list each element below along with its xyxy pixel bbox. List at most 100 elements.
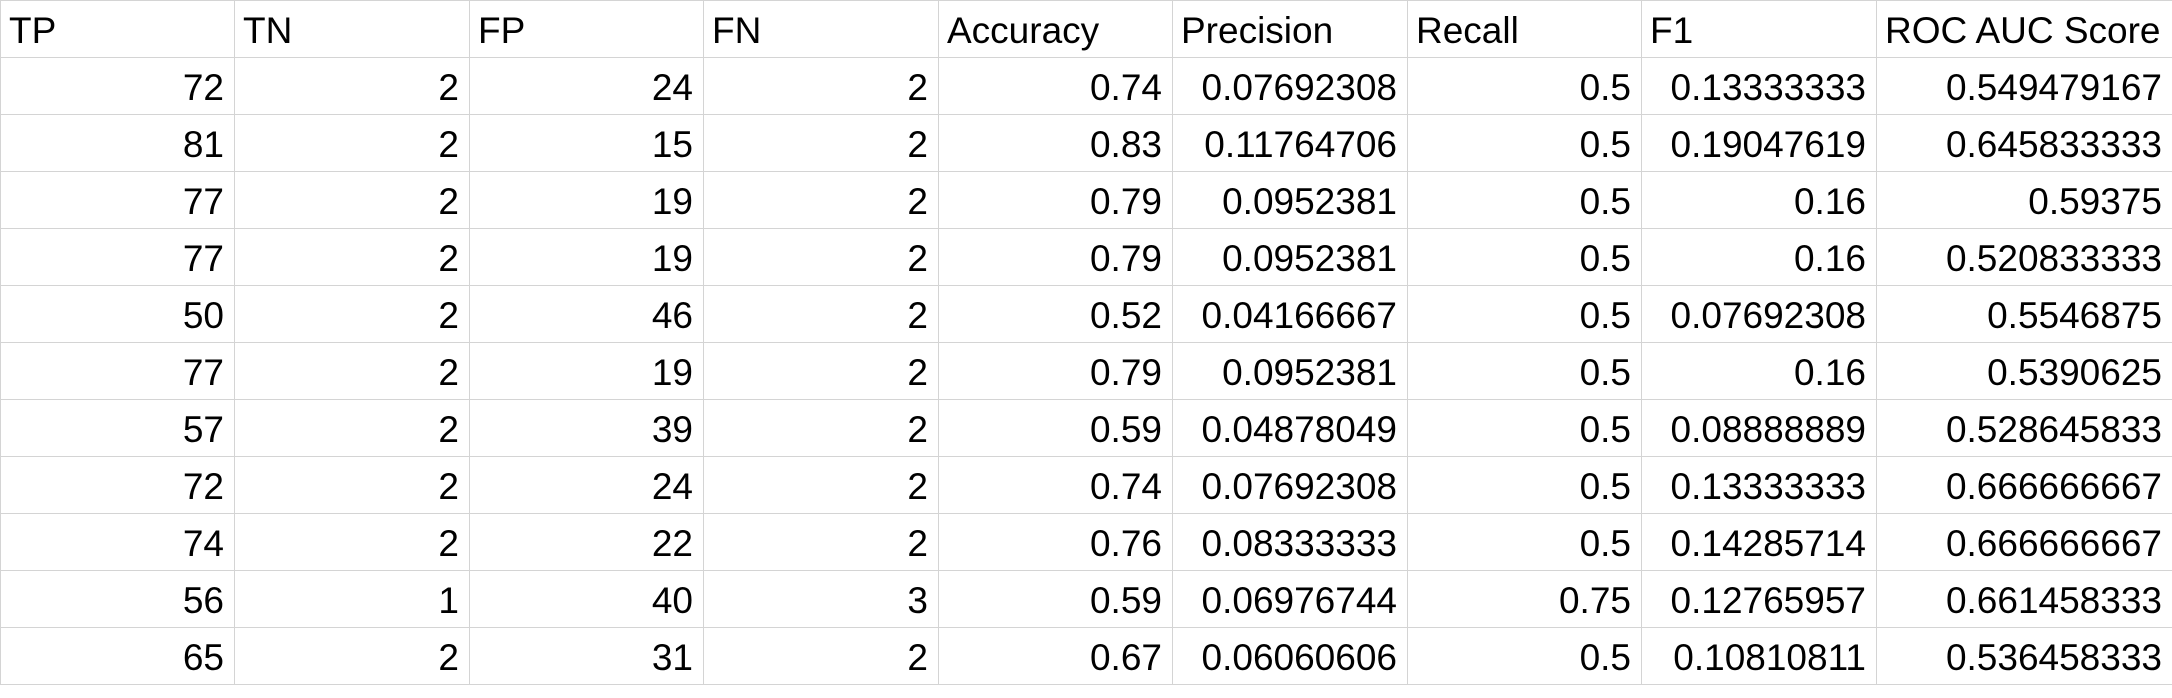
table-cell[interactable]: 72	[0, 57, 235, 115]
table-cell[interactable]: 2	[703, 228, 939, 286]
table-cell[interactable]: 0.08333333	[1172, 513, 1408, 571]
table-cell[interactable]: 65	[0, 627, 235, 685]
table-cell[interactable]: 0.75	[1407, 570, 1642, 628]
table-cell[interactable]: 2	[234, 513, 470, 571]
table-cell[interactable]: 2	[703, 114, 939, 172]
header-cell[interactable]: ROC AUC Score	[1876, 0, 2172, 58]
table-cell[interactable]: 40	[469, 570, 704, 628]
table-cell[interactable]: 0.79	[938, 342, 1173, 400]
table-cell[interactable]: 2	[703, 57, 939, 115]
table-cell[interactable]: 72	[0, 456, 235, 514]
table-cell[interactable]: 0.666666667	[1876, 456, 2172, 514]
table-cell[interactable]: 2	[234, 285, 470, 343]
table-cell[interactable]: 0.07692308	[1641, 285, 1877, 343]
table-cell[interactable]: 0.67	[938, 627, 1173, 685]
header-cell[interactable]: Precision	[1172, 0, 1408, 58]
table-cell[interactable]: 0.5	[1407, 513, 1642, 571]
table-cell[interactable]: 77	[0, 228, 235, 286]
header-cell[interactable]: TP	[0, 0, 235, 58]
table-cell[interactable]: 0.10810811	[1641, 627, 1877, 685]
table-cell[interactable]: 0.14285714	[1641, 513, 1877, 571]
table-cell[interactable]: 15	[469, 114, 704, 172]
table-cell[interactable]: 1	[234, 570, 470, 628]
table-cell[interactable]: 0.5	[1407, 399, 1642, 457]
table-cell[interactable]: 2	[703, 456, 939, 514]
table-cell[interactable]: 74	[0, 513, 235, 571]
table-cell[interactable]: 0.520833333	[1876, 228, 2172, 286]
table-cell[interactable]: 0.04166667	[1172, 285, 1408, 343]
table-cell[interactable]: 19	[469, 342, 704, 400]
table-cell[interactable]: 19	[469, 171, 704, 229]
table-cell[interactable]: 0.666666667	[1876, 513, 2172, 571]
table-cell[interactable]: 0.11764706	[1172, 114, 1408, 172]
table-cell[interactable]: 0.5	[1407, 285, 1642, 343]
table-cell[interactable]: 2	[234, 171, 470, 229]
table-cell[interactable]: 0.5546875	[1876, 285, 2172, 343]
table-cell[interactable]: 0.5	[1407, 228, 1642, 286]
table-cell[interactable]: 0.19047619	[1641, 114, 1877, 172]
table-cell[interactable]: 0.549479167	[1876, 57, 2172, 115]
table-cell[interactable]: 0.661458333	[1876, 570, 2172, 628]
table-cell[interactable]: 0.74	[938, 456, 1173, 514]
table-cell[interactable]: 0.59	[938, 399, 1173, 457]
table-cell[interactable]: 0.16	[1641, 342, 1877, 400]
header-cell[interactable]: FP	[469, 0, 704, 58]
header-cell[interactable]: TN	[234, 0, 470, 58]
table-cell[interactable]: 50	[0, 285, 235, 343]
header-cell[interactable]: Recall	[1407, 0, 1642, 58]
table-cell[interactable]: 2	[703, 627, 939, 685]
table-cell[interactable]: 0.0952381	[1172, 171, 1408, 229]
header-cell[interactable]: Accuracy	[938, 0, 1173, 58]
table-cell[interactable]: 0.5	[1407, 114, 1642, 172]
table-cell[interactable]: 2	[234, 456, 470, 514]
table-cell[interactable]: 0.76	[938, 513, 1173, 571]
table-cell[interactable]: 39	[469, 399, 704, 457]
table-cell[interactable]: 0.07692308	[1172, 57, 1408, 115]
table-cell[interactable]: 2	[234, 114, 470, 172]
table-cell[interactable]: 31	[469, 627, 704, 685]
table-cell[interactable]: 0.5390625	[1876, 342, 2172, 400]
table-cell[interactable]: 2	[234, 57, 470, 115]
header-cell[interactable]: FN	[703, 0, 939, 58]
table-cell[interactable]: 0.5	[1407, 342, 1642, 400]
table-cell[interactable]: 46	[469, 285, 704, 343]
table-cell[interactable]: 0.528645833	[1876, 399, 2172, 457]
table-cell[interactable]: 81	[0, 114, 235, 172]
table-cell[interactable]: 0.08888889	[1641, 399, 1877, 457]
table-cell[interactable]: 0.74	[938, 57, 1173, 115]
table-cell[interactable]: 0.5	[1407, 171, 1642, 229]
table-cell[interactable]: 2	[234, 228, 470, 286]
table-cell[interactable]: 0.79	[938, 171, 1173, 229]
table-cell[interactable]: 0.59	[938, 570, 1173, 628]
table-cell[interactable]: 0.16	[1641, 228, 1877, 286]
table-cell[interactable]: 0.04878049	[1172, 399, 1408, 457]
table-cell[interactable]: 77	[0, 342, 235, 400]
table-cell[interactable]: 0.06060606	[1172, 627, 1408, 685]
header-cell[interactable]: F1	[1641, 0, 1877, 58]
table-cell[interactable]: 2	[703, 399, 939, 457]
table-cell[interactable]: 19	[469, 228, 704, 286]
table-cell[interactable]: 0.79	[938, 228, 1173, 286]
table-cell[interactable]: 57	[0, 399, 235, 457]
table-cell[interactable]: 2	[703, 342, 939, 400]
table-cell[interactable]: 2	[234, 399, 470, 457]
table-cell[interactable]: 0.13333333	[1641, 57, 1877, 115]
table-cell[interactable]: 0.83	[938, 114, 1173, 172]
table-cell[interactable]: 2	[703, 513, 939, 571]
table-cell[interactable]: 56	[0, 570, 235, 628]
table-cell[interactable]: 0.0952381	[1172, 342, 1408, 400]
table-cell[interactable]: 0.52	[938, 285, 1173, 343]
table-cell[interactable]: 0.5	[1407, 627, 1642, 685]
table-cell[interactable]: 0.536458333	[1876, 627, 2172, 685]
table-cell[interactable]: 24	[469, 456, 704, 514]
table-cell[interactable]: 0.16	[1641, 171, 1877, 229]
table-cell[interactable]: 0.13333333	[1641, 456, 1877, 514]
table-cell[interactable]: 2	[703, 285, 939, 343]
table-cell[interactable]: 24	[469, 57, 704, 115]
table-cell[interactable]: 0.5	[1407, 456, 1642, 514]
table-cell[interactable]: 0.0952381	[1172, 228, 1408, 286]
table-cell[interactable]: 2	[234, 627, 470, 685]
table-cell[interactable]: 0.12765957	[1641, 570, 1877, 628]
table-cell[interactable]: 0.07692308	[1172, 456, 1408, 514]
table-cell[interactable]: 2	[234, 342, 470, 400]
